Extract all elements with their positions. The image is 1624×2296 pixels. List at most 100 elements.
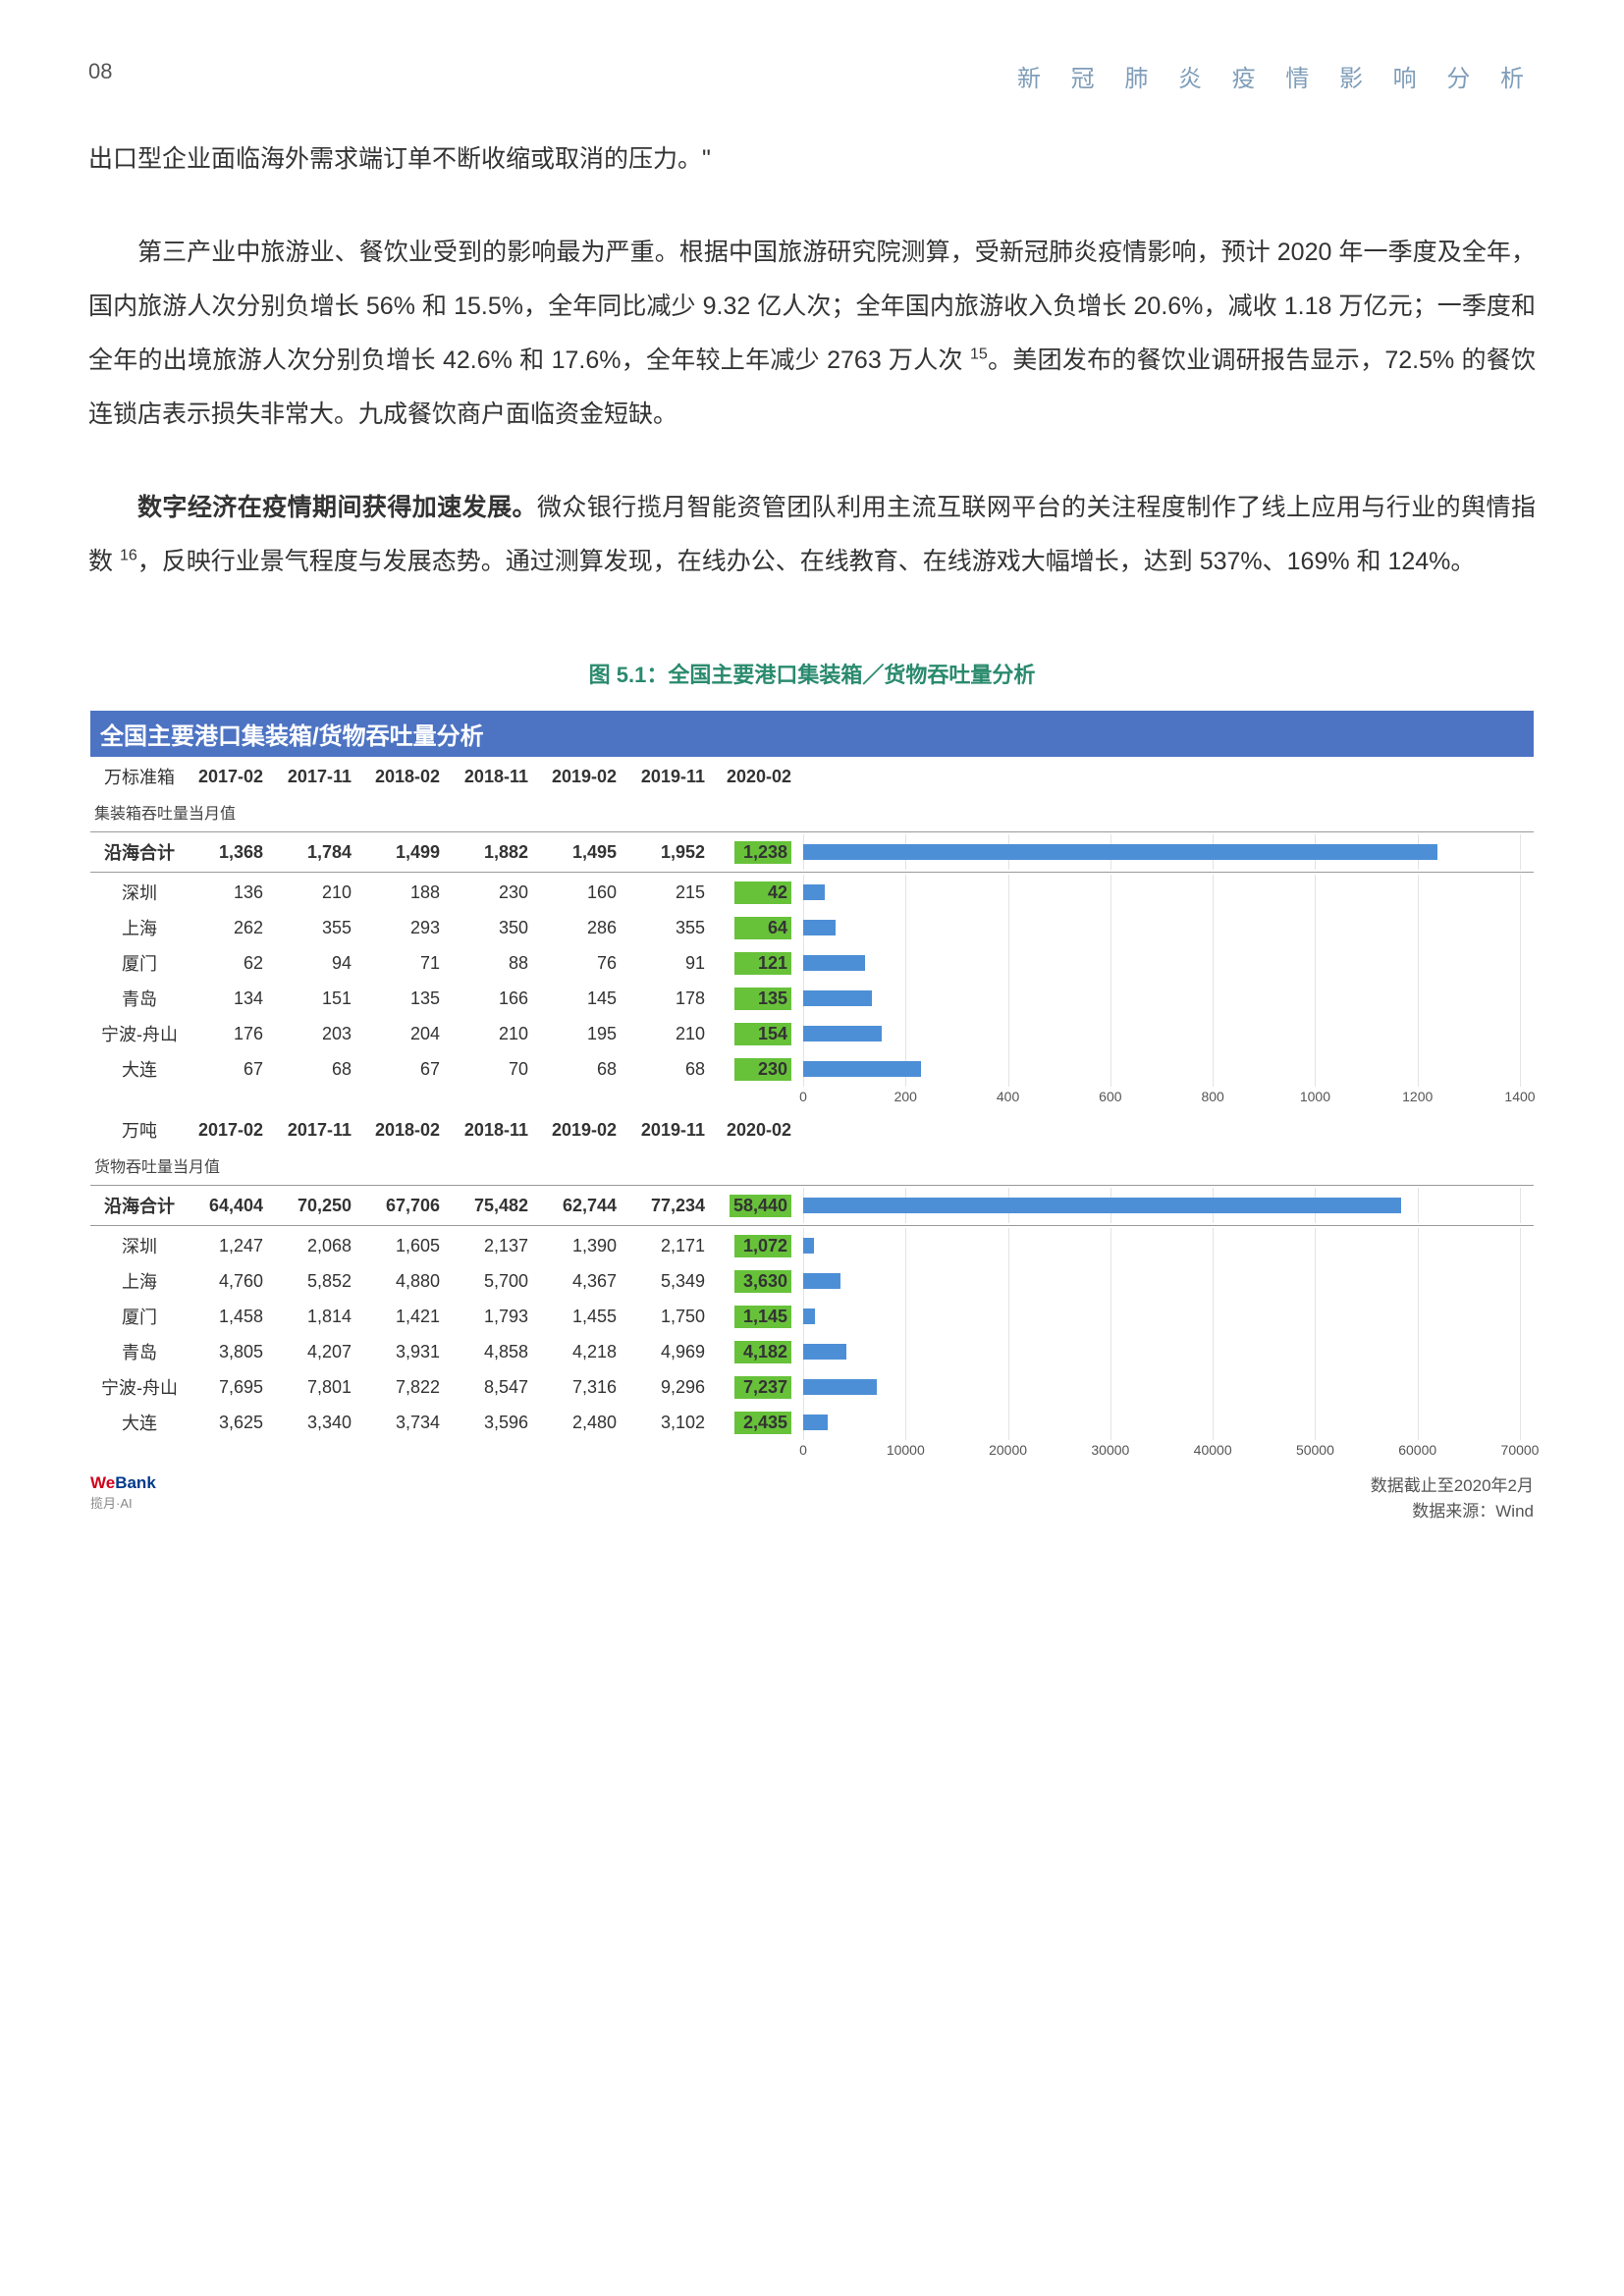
col-header: 2019-02 bbox=[542, 767, 630, 787]
row-label: 宁波-舟山 bbox=[90, 1021, 189, 1046]
table-row: 深圳1,2472,0681,6052,1371,3902,1711,072 bbox=[90, 1228, 1534, 1263]
cell: 4,969 bbox=[630, 1342, 719, 1362]
bar bbox=[803, 1415, 828, 1430]
cell: 68 bbox=[630, 1059, 719, 1080]
cell: 2,068 bbox=[277, 1236, 365, 1256]
bar-cell bbox=[797, 1405, 1534, 1440]
cell: 195 bbox=[542, 1024, 630, 1044]
bar-cell bbox=[797, 1188, 1534, 1223]
cell: 70,250 bbox=[277, 1196, 365, 1216]
paragraph-3: 数字经济在疫情期间获得加速发展。微众银行揽月智能资管团队利用主流互联网平台的关注… bbox=[88, 481, 1536, 589]
cell: 5,852 bbox=[277, 1271, 365, 1292]
highlighted-value: 4,182 bbox=[734, 1341, 791, 1363]
cell: 1,495 bbox=[542, 842, 630, 863]
bar bbox=[803, 920, 836, 935]
cell: 2,435 bbox=[719, 1412, 797, 1434]
cell: 91 bbox=[630, 953, 719, 974]
cell: 4,858 bbox=[454, 1342, 542, 1362]
cell: 58,440 bbox=[719, 1195, 797, 1217]
col-header: 2019-02 bbox=[542, 1120, 630, 1141]
cell: 3,734 bbox=[365, 1413, 454, 1433]
axis-tick: 0 bbox=[799, 1089, 807, 1104]
cell: 4,367 bbox=[542, 1271, 630, 1292]
bar-cell bbox=[797, 945, 1534, 981]
logo-sub: 揽月·AI bbox=[90, 1493, 156, 1512]
cell: 1,499 bbox=[365, 842, 454, 863]
cell: 1,814 bbox=[277, 1307, 365, 1327]
bar-cell bbox=[797, 1369, 1534, 1405]
cell: 7,822 bbox=[365, 1377, 454, 1398]
cell: 293 bbox=[365, 918, 454, 938]
cell: 68 bbox=[542, 1059, 630, 1080]
cell: 215 bbox=[630, 882, 719, 903]
cell: 71 bbox=[365, 953, 454, 974]
col-header: 2019-11 bbox=[630, 767, 719, 787]
cell: 262 bbox=[189, 918, 277, 938]
table-header-row: 万吨2017-022017-112018-022018-112019-02201… bbox=[90, 1110, 1534, 1149]
highlighted-value: 1,145 bbox=[734, 1306, 791, 1328]
cell: 188 bbox=[365, 882, 454, 903]
row-label: 青岛 bbox=[90, 1339, 189, 1364]
axis-tick: 40000 bbox=[1194, 1442, 1232, 1458]
cell: 1,238 bbox=[719, 841, 797, 864]
page-number: 08 bbox=[88, 59, 112, 84]
cell: 151 bbox=[277, 988, 365, 1009]
highlighted-value: 154 bbox=[734, 1023, 791, 1045]
cell: 1,750 bbox=[630, 1307, 719, 1327]
p3-text-b: ，反映行业景气程度与发展态势。通过测算发现，在线办公、在线教育、在线游戏大幅增长… bbox=[137, 548, 1476, 575]
cell: 64,404 bbox=[189, 1196, 277, 1216]
highlighted-value: 230 bbox=[734, 1058, 791, 1081]
row-label: 沿海合计 bbox=[90, 1193, 189, 1218]
cell: 204 bbox=[365, 1024, 454, 1044]
bar-cell bbox=[797, 910, 1534, 945]
chart-title-bar: 全国主要港口集装箱/货物吞吐量分析 bbox=[90, 711, 1534, 757]
row-label: 大连 bbox=[90, 1410, 189, 1435]
cell: 1,368 bbox=[189, 842, 277, 863]
header-title: 新 冠 肺 炎 疫 情 影 响 分 析 bbox=[1017, 59, 1536, 93]
cell: 136 bbox=[189, 882, 277, 903]
cell: 230 bbox=[454, 882, 542, 903]
table-row: 沿海合计64,40470,25067,70675,48262,74477,234… bbox=[90, 1188, 1534, 1223]
cell: 230 bbox=[719, 1058, 797, 1081]
webank-logo: WeBank 揽月·AI bbox=[90, 1473, 156, 1523]
cell: 355 bbox=[277, 918, 365, 938]
cell: 145 bbox=[542, 988, 630, 1009]
cell: 4,218 bbox=[542, 1342, 630, 1362]
col-header: 2018-11 bbox=[454, 1120, 542, 1141]
cell: 1,784 bbox=[277, 842, 365, 863]
highlighted-value: 1,072 bbox=[734, 1235, 791, 1257]
cell: 42 bbox=[719, 881, 797, 904]
bar bbox=[803, 1308, 815, 1324]
logo-we: We bbox=[90, 1473, 115, 1492]
bar-cell bbox=[797, 1051, 1534, 1087]
cell: 9,296 bbox=[630, 1377, 719, 1398]
figure-footer: WeBank 揽月·AI 数据截止至2020年2月 数据来源：Wind bbox=[90, 1473, 1534, 1523]
cell: 1,390 bbox=[542, 1236, 630, 1256]
bar bbox=[803, 1379, 877, 1395]
cell: 166 bbox=[454, 988, 542, 1009]
row-label: 大连 bbox=[90, 1056, 189, 1082]
axis-tick: 800 bbox=[1201, 1089, 1223, 1104]
data-src: 数据来源：Wind bbox=[1371, 1499, 1534, 1524]
unit-label: 万吨 bbox=[90, 1117, 189, 1143]
col-header: 2018-02 bbox=[365, 1120, 454, 1141]
cell: 1,455 bbox=[542, 1307, 630, 1327]
axis-tick: 400 bbox=[997, 1089, 1019, 1104]
cell: 355 bbox=[630, 918, 719, 938]
cell: 286 bbox=[542, 918, 630, 938]
bar bbox=[803, 1344, 846, 1360]
row-label: 厦门 bbox=[90, 950, 189, 976]
col-header: 2017-02 bbox=[189, 767, 277, 787]
bar-cell bbox=[797, 1299, 1534, 1334]
cell: 1,145 bbox=[719, 1306, 797, 1328]
cell: 121 bbox=[719, 952, 797, 975]
bar bbox=[803, 1198, 1401, 1213]
cell: 1,605 bbox=[365, 1236, 454, 1256]
highlighted-value: 1,238 bbox=[734, 841, 791, 864]
paragraph-1: 出口型企业面临海外需求端订单不断收缩或取消的压力。" bbox=[88, 133, 1536, 187]
cell: 1,072 bbox=[719, 1235, 797, 1257]
cell: 210 bbox=[630, 1024, 719, 1044]
row-label: 上海 bbox=[90, 1268, 189, 1294]
bar bbox=[803, 1273, 840, 1289]
table-row: 宁波-舟山176203204210195210154 bbox=[90, 1016, 1534, 1051]
